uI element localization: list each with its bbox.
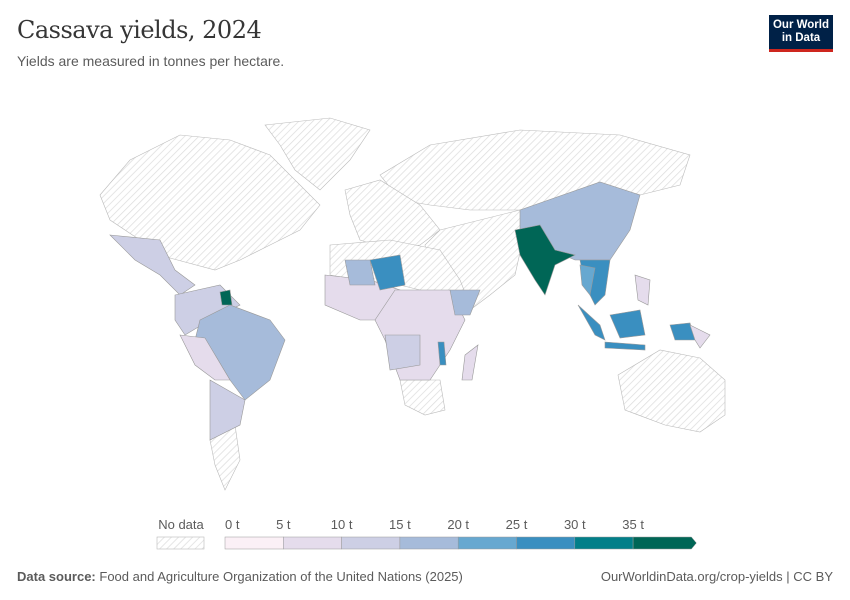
legend-bin-label: 0 t: [225, 517, 240, 532]
world-map: [99, 117, 726, 491]
russia[interactable]: [379, 129, 691, 211]
mali[interactable]: [344, 259, 376, 286]
europe[interactable]: [344, 179, 441, 251]
peru-bolivia[interactable]: [179, 334, 231, 381]
legend-bin-swatch[interactable]: [399, 536, 459, 550]
legend-no-data-swatch[interactable]: [156, 536, 205, 550]
niger[interactable]: [369, 254, 406, 291]
legend-bin-swatch[interactable]: [574, 536, 634, 550]
data-source-text: Food and Agriculture Organization of the…: [99, 569, 463, 584]
southern-africa[interactable]: [399, 379, 446, 416]
indonesia-borneo[interactable]: [609, 309, 646, 339]
mexico-central-america[interactable]: [109, 234, 196, 296]
legend-bin-label: 15 t: [389, 517, 411, 532]
legend-bin-swatch[interactable]: [516, 536, 576, 550]
legend-bin-swatch[interactable]: [224, 536, 284, 550]
legend-bin-label: 25 t: [506, 517, 528, 532]
papua-new-guinea[interactable]: [689, 324, 711, 349]
indonesia-sumatra[interactable]: [577, 304, 606, 341]
legend-bin-label: 35 t: [622, 517, 644, 532]
chart-subtitle: Yields are measured in tonnes per hectar…: [17, 53, 285, 69]
source-url-link[interactable]: OurWorldinData.org/crop-yields | CC BY: [600, 569, 833, 584]
guyana[interactable]: [219, 289, 233, 306]
legend-bin-swatch[interactable]: [632, 536, 697, 550]
philippines[interactable]: [634, 274, 651, 306]
malawi[interactable]: [437, 341, 447, 366]
paraguay-argentina[interactable]: [209, 379, 246, 441]
legend-bin-label: 30 t: [564, 517, 586, 532]
east-africa[interactable]: [449, 289, 481, 316]
legend-bin-label: 20 t: [447, 517, 469, 532]
angola[interactable]: [384, 334, 421, 371]
thailand[interactable]: [579, 264, 596, 296]
legend-bin-label: 10 t: [331, 517, 353, 532]
chart-title: Cassava yields, 2024: [17, 16, 262, 44]
legend-bins: 0 t 5 t 10 t 15 t 20 t 25 t 30 t 35 t: [224, 517, 697, 550]
legend-no-data-label: No data: [158, 517, 204, 532]
greenland[interactable]: [264, 117, 371, 191]
indonesia-java[interactable]: [604, 341, 646, 351]
data-source-label: Data source:: [17, 569, 96, 584]
india[interactable]: [514, 224, 576, 296]
map-legend: No data 0 t 5 t 10 t 15 t 20 t 25 t 30 t 35 t: [156, 517, 697, 550]
legend-bin-swatch[interactable]: [283, 536, 342, 550]
data-source: Data source: Food and Agriculture Organi…: [17, 569, 463, 584]
legend-bin-swatch[interactable]: [457, 536, 517, 550]
madagascar[interactable]: [461, 344, 479, 381]
owid-logo[interactable]: Our World in Data: [769, 15, 833, 52]
australia[interactable]: [617, 349, 726, 433]
legend-bin-swatch[interactable]: [341, 536, 401, 550]
legend-bin-label: 5 t: [276, 517, 291, 532]
